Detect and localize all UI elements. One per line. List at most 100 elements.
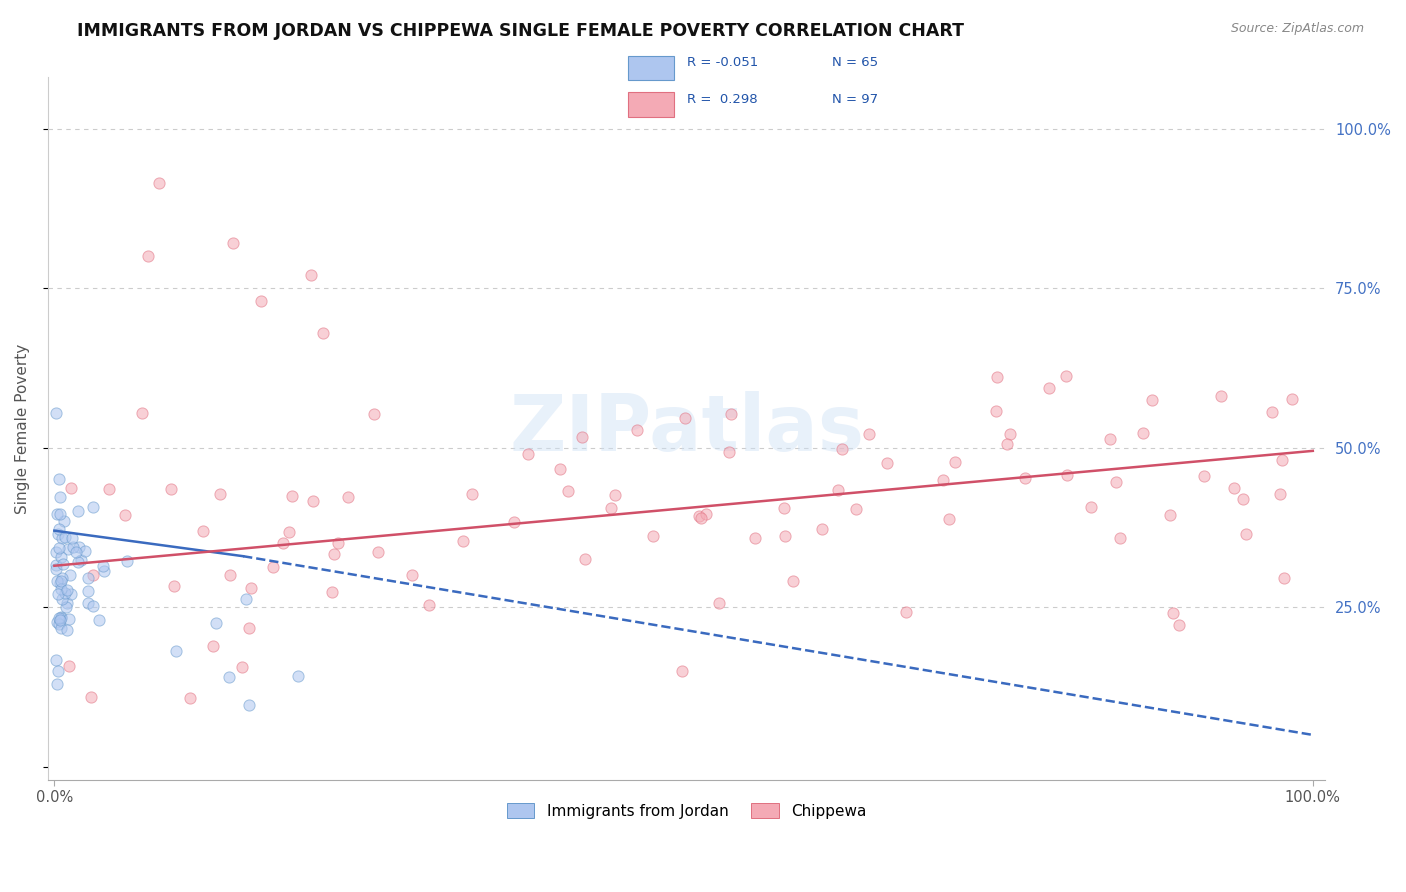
Point xyxy=(845,501,868,516)
Point xyxy=(48,522,70,536)
Point xyxy=(571,430,593,444)
Point xyxy=(1054,368,1077,383)
Point xyxy=(218,669,240,683)
Point xyxy=(202,639,225,653)
Point xyxy=(773,529,796,543)
Point xyxy=(1056,467,1078,482)
Point xyxy=(60,481,83,495)
Point xyxy=(1270,487,1292,501)
Point xyxy=(48,541,70,555)
Point xyxy=(52,557,75,571)
Point xyxy=(219,568,242,582)
Text: N = 65: N = 65 xyxy=(832,56,879,70)
Point xyxy=(48,617,70,632)
Point xyxy=(322,547,344,561)
Point xyxy=(1080,500,1102,515)
Point xyxy=(997,436,1019,450)
Point xyxy=(82,500,104,515)
Point xyxy=(707,597,730,611)
Point xyxy=(45,406,67,420)
Point xyxy=(131,406,153,420)
Point xyxy=(46,574,69,588)
Point xyxy=(321,585,343,599)
Point xyxy=(48,610,70,624)
Point xyxy=(811,522,834,536)
Point xyxy=(93,564,115,578)
Point xyxy=(179,690,201,705)
Point xyxy=(998,427,1021,442)
Point xyxy=(58,567,80,582)
Point xyxy=(312,326,335,340)
Point xyxy=(56,623,79,637)
Point xyxy=(876,456,898,470)
Point xyxy=(46,587,69,601)
Point xyxy=(695,507,717,521)
Point xyxy=(98,483,121,497)
Point xyxy=(932,474,955,488)
Point xyxy=(1038,380,1060,394)
Point xyxy=(273,536,295,550)
Point xyxy=(87,613,110,627)
Point xyxy=(1234,527,1257,541)
Point xyxy=(986,370,1008,384)
Point xyxy=(46,615,69,629)
Point xyxy=(51,609,73,624)
Point xyxy=(221,236,243,251)
Point xyxy=(45,507,67,521)
Text: IMMIGRANTS FROM JORDAN VS CHIPPEWA SINGLE FEMALE POVERTY CORRELATION CHART: IMMIGRANTS FROM JORDAN VS CHIPPEWA SINGL… xyxy=(77,22,965,40)
Point xyxy=(337,491,360,505)
Point xyxy=(1132,426,1154,441)
Point xyxy=(67,555,90,569)
Point xyxy=(56,582,79,597)
Point xyxy=(367,544,389,558)
Point xyxy=(626,423,648,437)
Point xyxy=(1140,392,1163,407)
Point xyxy=(718,445,741,459)
Point xyxy=(52,514,75,528)
Point xyxy=(49,490,72,504)
Point xyxy=(1271,453,1294,467)
Point xyxy=(49,582,72,596)
Point xyxy=(49,549,72,564)
Point xyxy=(49,507,72,521)
Point xyxy=(51,611,73,625)
Text: R = -0.051: R = -0.051 xyxy=(686,56,758,70)
Point xyxy=(744,531,766,545)
FancyBboxPatch shape xyxy=(628,56,673,80)
Point xyxy=(67,504,90,518)
Point xyxy=(451,533,474,548)
Point xyxy=(70,553,93,567)
Point xyxy=(58,542,80,557)
Point xyxy=(301,268,323,283)
FancyBboxPatch shape xyxy=(628,93,673,117)
Point xyxy=(58,613,80,627)
Point xyxy=(48,472,70,486)
Point xyxy=(548,462,571,476)
Point xyxy=(896,605,918,619)
Text: R =  0.298: R = 0.298 xyxy=(686,93,758,105)
Point xyxy=(557,483,579,498)
Point xyxy=(1232,491,1254,506)
Point xyxy=(503,516,526,530)
Point xyxy=(641,528,664,542)
Point xyxy=(77,596,100,610)
Point xyxy=(82,599,104,613)
Point xyxy=(46,527,69,541)
Point xyxy=(263,559,285,574)
Point xyxy=(163,579,186,593)
Point xyxy=(79,690,101,704)
Point xyxy=(600,501,623,516)
Point xyxy=(45,545,67,559)
Point xyxy=(53,530,76,544)
Point xyxy=(782,574,804,588)
Point xyxy=(49,576,72,591)
Point xyxy=(1261,405,1284,419)
Y-axis label: Single Female Poverty: Single Female Poverty xyxy=(15,343,30,514)
Point xyxy=(688,509,710,524)
Point xyxy=(239,581,262,595)
Point xyxy=(55,599,77,614)
Point xyxy=(1209,389,1232,403)
Point xyxy=(238,621,260,635)
Point xyxy=(461,487,484,501)
Point xyxy=(1159,508,1181,522)
